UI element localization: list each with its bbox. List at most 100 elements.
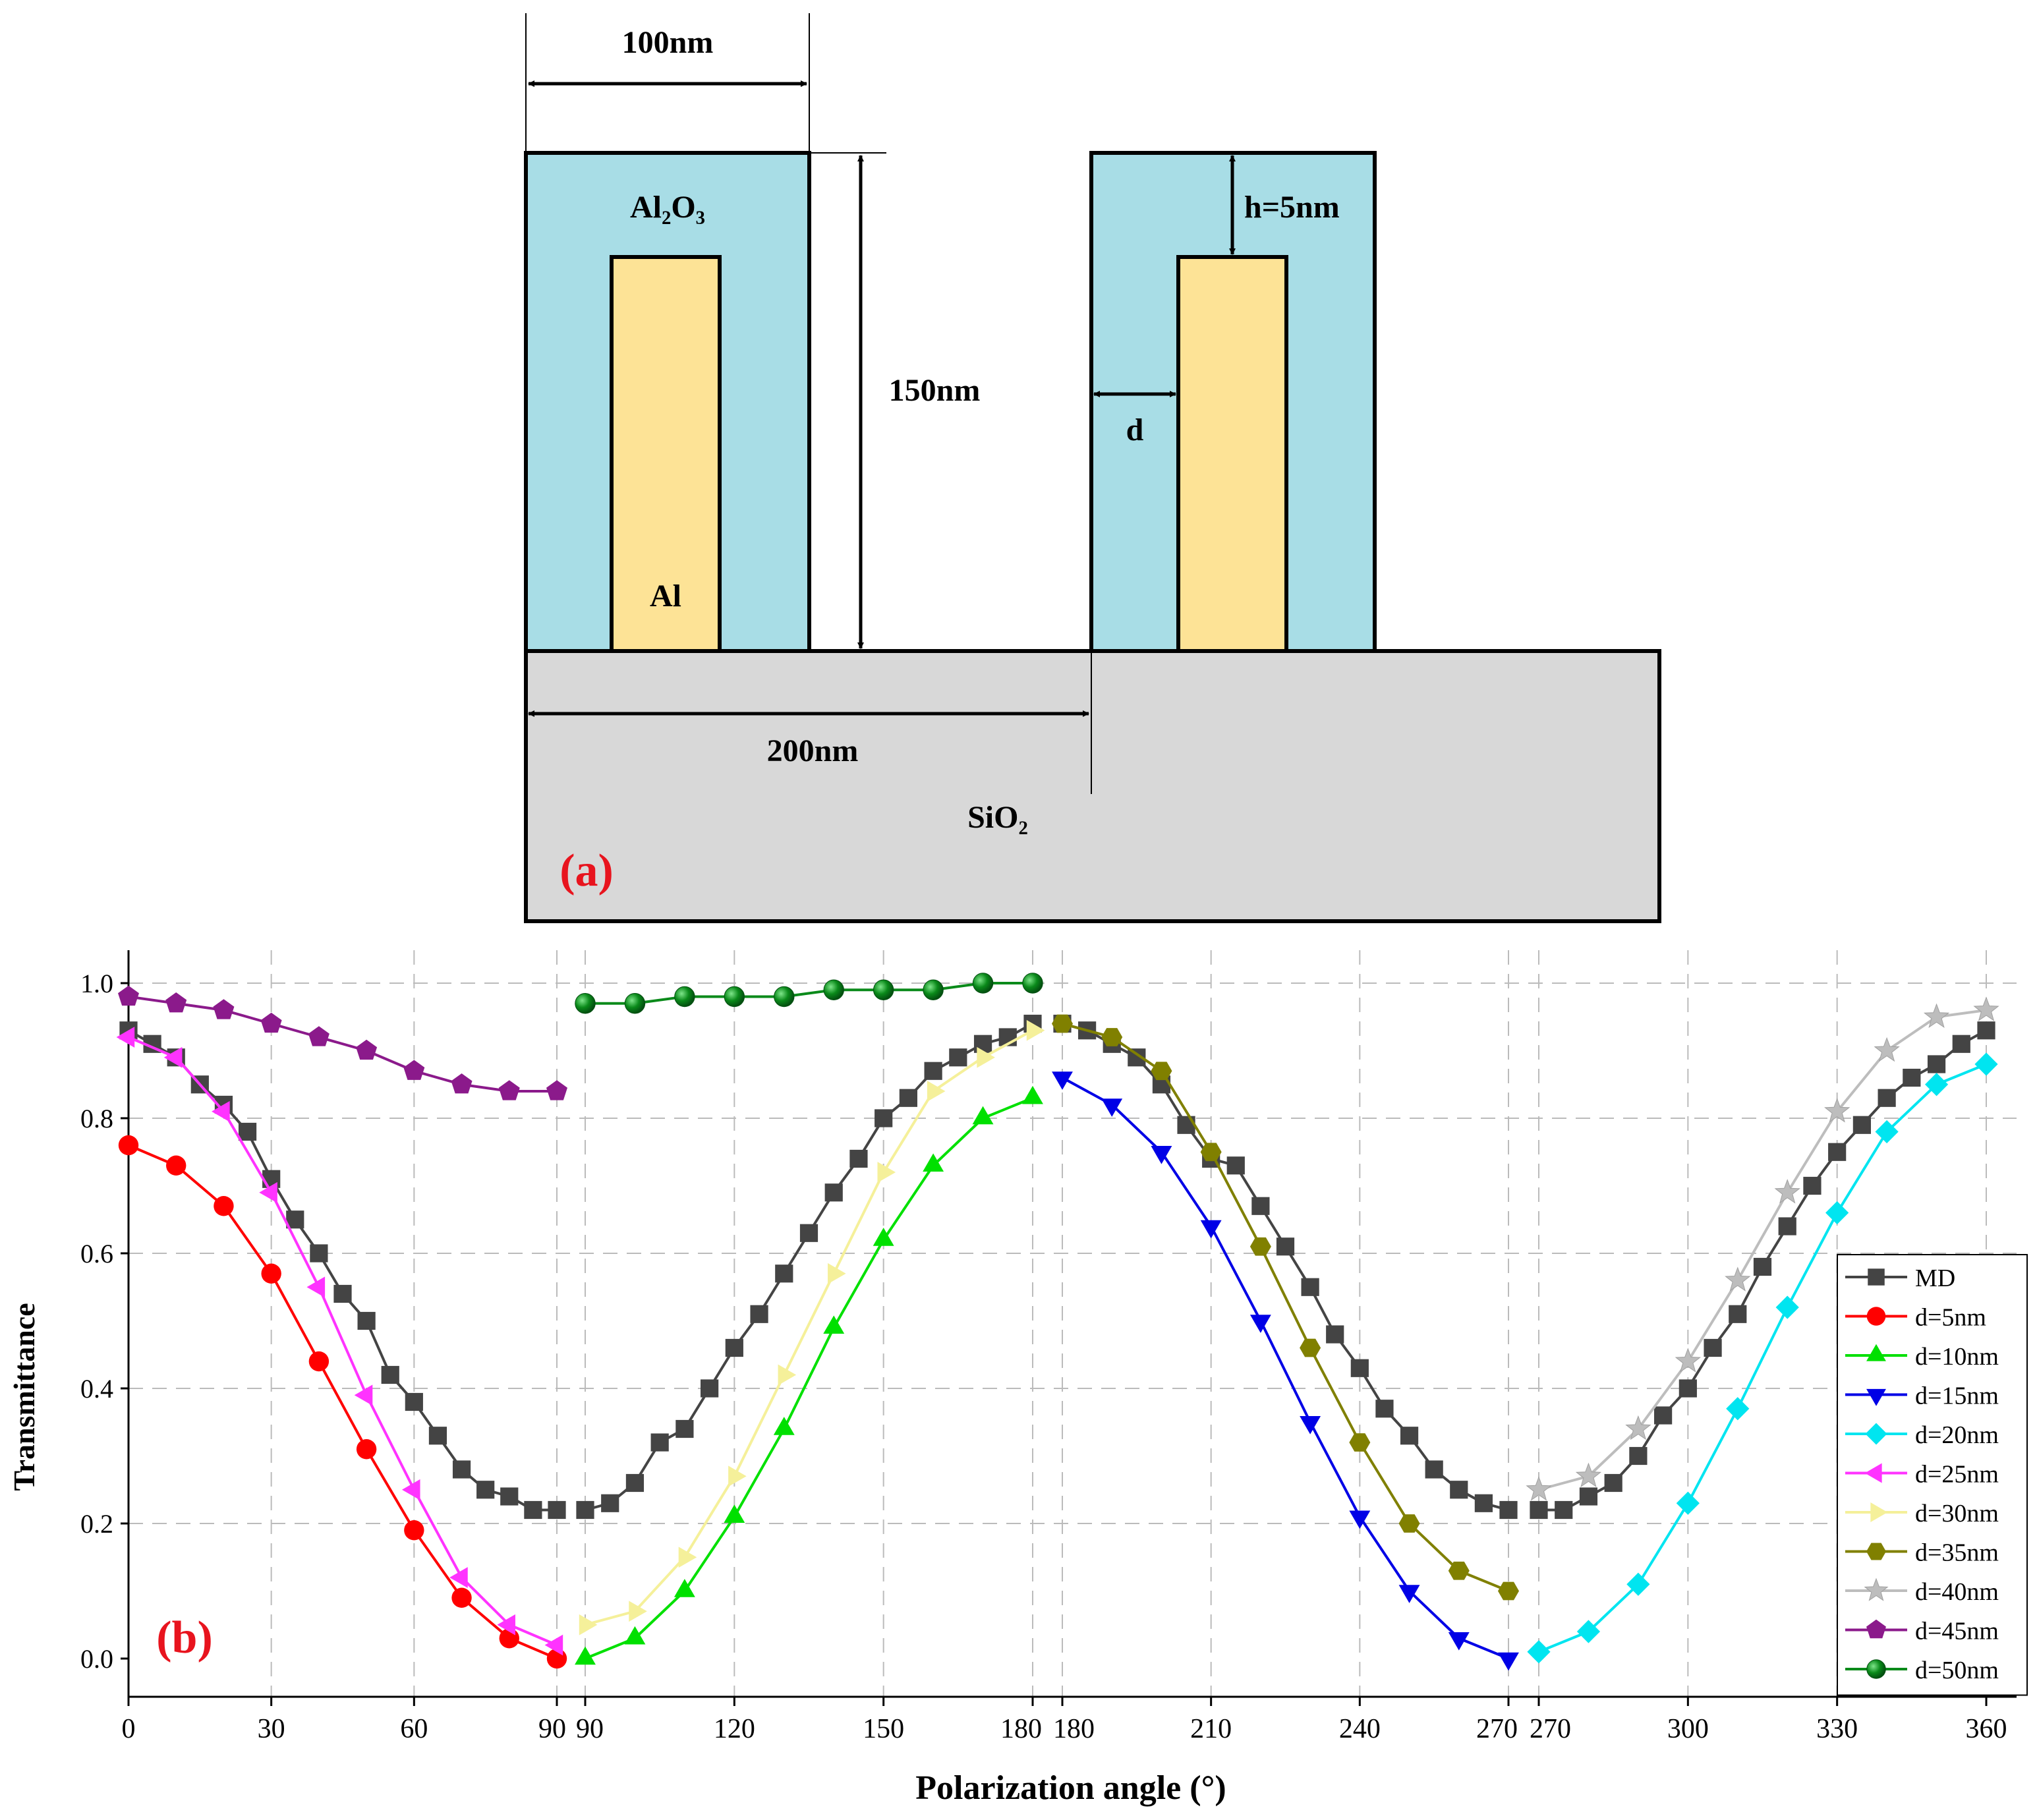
- series-md: [119, 1014, 1995, 1520]
- data-point: [877, 1162, 896, 1183]
- data-point: [1903, 1068, 1921, 1087]
- data-point: [546, 1080, 567, 1100]
- x-tick-label: 270: [1530, 1714, 1571, 1744]
- data-point: [1052, 1071, 1073, 1090]
- chart-axes: 0.0 0.2 0.4 0.6 0.8 1.0 0 30 60 90 90 120 150 180 180 2…: [80, 950, 2017, 1744]
- series-d-25nm: [116, 1027, 563, 1656]
- left-al-core: [610, 255, 722, 653]
- data-point: [118, 985, 139, 1006]
- data-point: [575, 993, 596, 1014]
- data-point: [262, 1170, 281, 1188]
- data-point: [977, 1046, 995, 1068]
- data-point: [1778, 1217, 1796, 1236]
- data-point: [356, 1439, 377, 1460]
- data-point: [949, 1048, 967, 1067]
- data-point: [401, 1479, 420, 1500]
- data-point: [452, 1460, 471, 1479]
- data-point: [544, 1634, 563, 1656]
- legend-label: d=30nm: [1915, 1500, 1999, 1527]
- data-point: [308, 1351, 330, 1372]
- series-d-5nm: [118, 1135, 567, 1669]
- data-point: [498, 1080, 520, 1100]
- data-point: [923, 979, 944, 1000]
- data-point: [823, 979, 844, 1000]
- series-line: [585, 1096, 1033, 1660]
- legend-label: d=20nm: [1915, 1421, 1999, 1449]
- data-point: [1676, 1491, 1700, 1515]
- data-point: [259, 1181, 277, 1203]
- legend-item: d=30nm: [1845, 1500, 1999, 1527]
- data-point: [1626, 1572, 1650, 1596]
- series-d-40nm: [1526, 996, 1999, 1501]
- data-point: [674, 1579, 695, 1597]
- x-tick-label: 60: [400, 1714, 428, 1744]
- series-d-15nm: [1052, 1071, 1519, 1671]
- data-point: [828, 1263, 846, 1284]
- legend-item: d=10nm: [1845, 1343, 1999, 1371]
- data-point: [1977, 1021, 1995, 1040]
- x-tick-label: 90: [538, 1714, 566, 1744]
- legend-item: d=35nm: [1845, 1539, 1999, 1567]
- data-point: [873, 979, 894, 1000]
- data-point: [357, 1311, 376, 1330]
- data-point: [1450, 1481, 1468, 1499]
- series-line: [1062, 1076, 1509, 1660]
- data-point: [308, 1026, 330, 1046]
- data-point: [1675, 1348, 1701, 1373]
- data-point: [601, 1494, 619, 1512]
- data-point: [823, 1315, 845, 1334]
- series-d-30nm: [579, 1019, 1045, 1635]
- data-point: [774, 986, 795, 1008]
- legend-marker: [1866, 1543, 1886, 1560]
- legend-item: d=20nm: [1845, 1421, 1999, 1449]
- data-point: [629, 1601, 647, 1622]
- data-point: [1350, 1359, 1369, 1377]
- data-point: [451, 1073, 473, 1094]
- chart-legend: MD d=5nm d=10nm d=15nm d=20nm d=25nm d=30nm d=3…: [1837, 1254, 2028, 1696]
- data-point: [725, 1338, 743, 1357]
- series-d-45nm: [118, 985, 567, 1100]
- data-point: [972, 1106, 994, 1125]
- data-point: [973, 1035, 992, 1053]
- series-d-50nm: [575, 973, 1043, 1014]
- data-point: [449, 1567, 468, 1588]
- legend-marker: [1866, 1388, 1886, 1406]
- x-tick-label: 30: [258, 1714, 285, 1744]
- data-point: [579, 1614, 598, 1635]
- data-point: [1026, 1019, 1045, 1041]
- data-point: [1824, 1098, 1851, 1123]
- series-line: [128, 995, 557, 1093]
- legend-label: d=40nm: [1915, 1578, 1999, 1606]
- data-point: [1226, 1156, 1245, 1175]
- x-tick-label: 300: [1667, 1714, 1709, 1744]
- y-tick-label: 1.0: [80, 969, 113, 998]
- data-point: [524, 1500, 542, 1520]
- x-tick-label: 150: [863, 1714, 904, 1744]
- data-point: [625, 1473, 645, 1493]
- data-point: [799, 1224, 818, 1242]
- series-line: [1538, 1009, 1987, 1491]
- data-point: [404, 1520, 424, 1541]
- x-tick-label: 90: [576, 1714, 604, 1744]
- y-tick-label: 0.4: [80, 1374, 113, 1404]
- data-point: [724, 986, 745, 1008]
- data-point: [476, 1481, 495, 1499]
- data-point: [775, 1265, 793, 1283]
- data-point: [1527, 1640, 1551, 1664]
- x-tick-label: 120: [714, 1714, 755, 1744]
- data-point: [1151, 1062, 1172, 1081]
- data-point: [212, 1100, 230, 1122]
- data-point: [1874, 1037, 1900, 1062]
- data-point: [924, 1062, 942, 1080]
- data-point: [675, 1419, 694, 1438]
- data-point: [1177, 1116, 1195, 1134]
- legend-marker: [1864, 1463, 1882, 1483]
- data-point: [1300, 1416, 1321, 1435]
- data-point: [1753, 1257, 1772, 1276]
- legend-label: d=25nm: [1915, 1461, 1999, 1489]
- legend-item: d=15nm: [1845, 1382, 1999, 1410]
- chart-grid: [128, 950, 2017, 1697]
- sio2-label: SiO₂: [967, 800, 1028, 835]
- data-point: [500, 1487, 519, 1506]
- data-point: [1678, 1379, 1697, 1398]
